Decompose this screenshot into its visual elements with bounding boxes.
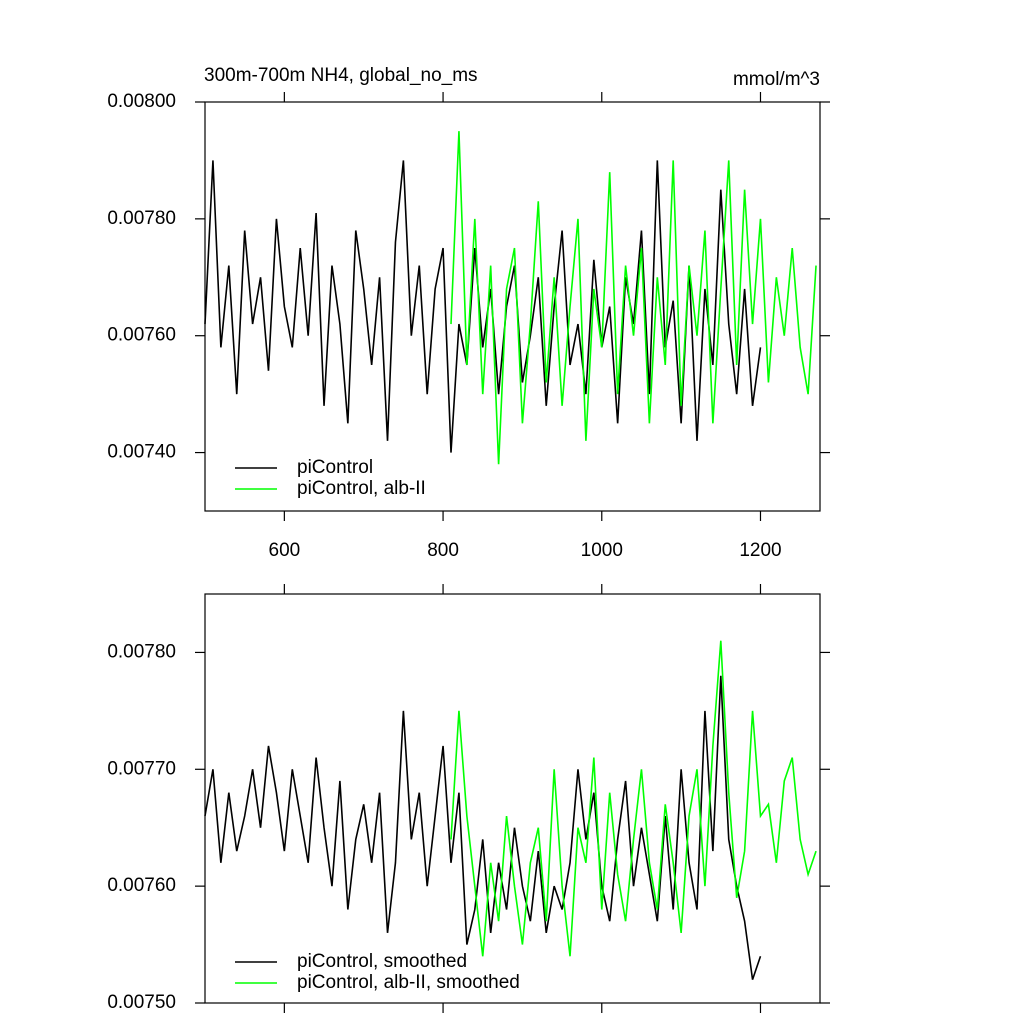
chart-title: 300m-700m NH4, global_no_ms (204, 65, 478, 86)
y-tick-label: 0.00780 (107, 208, 176, 229)
series-line (204, 675, 762, 980)
legend-label: piControl, alb-II (297, 478, 426, 499)
x-tick-label: 1200 (739, 540, 781, 561)
series-line (204, 160, 762, 453)
plot-frame (204, 101, 821, 512)
y-tick-label: 0.00750 (107, 992, 176, 1013)
legend-label: piControl, alb-II, smoothed (297, 972, 520, 993)
series-line (450, 131, 817, 465)
legend-label: piControl (297, 457, 373, 478)
x-tick-label: 1000 (581, 540, 623, 561)
x-tick-label: 600 (269, 540, 301, 561)
units-label: mmol/m^3 (733, 69, 820, 90)
series-line (450, 640, 817, 957)
plot-frame (204, 593, 821, 1004)
y-tick-label: 0.00760 (107, 875, 176, 896)
y-tick-label: 0.00770 (107, 758, 176, 779)
y-tick-label: 0.00760 (107, 325, 176, 346)
x-tick-label: 800 (427, 540, 459, 561)
legend-label: piControl, smoothed (297, 951, 467, 972)
y-tick-label: 0.00740 (107, 442, 176, 463)
y-tick-label: 0.00800 (107, 91, 176, 112)
y-tick-label: 0.00780 (107, 641, 176, 662)
